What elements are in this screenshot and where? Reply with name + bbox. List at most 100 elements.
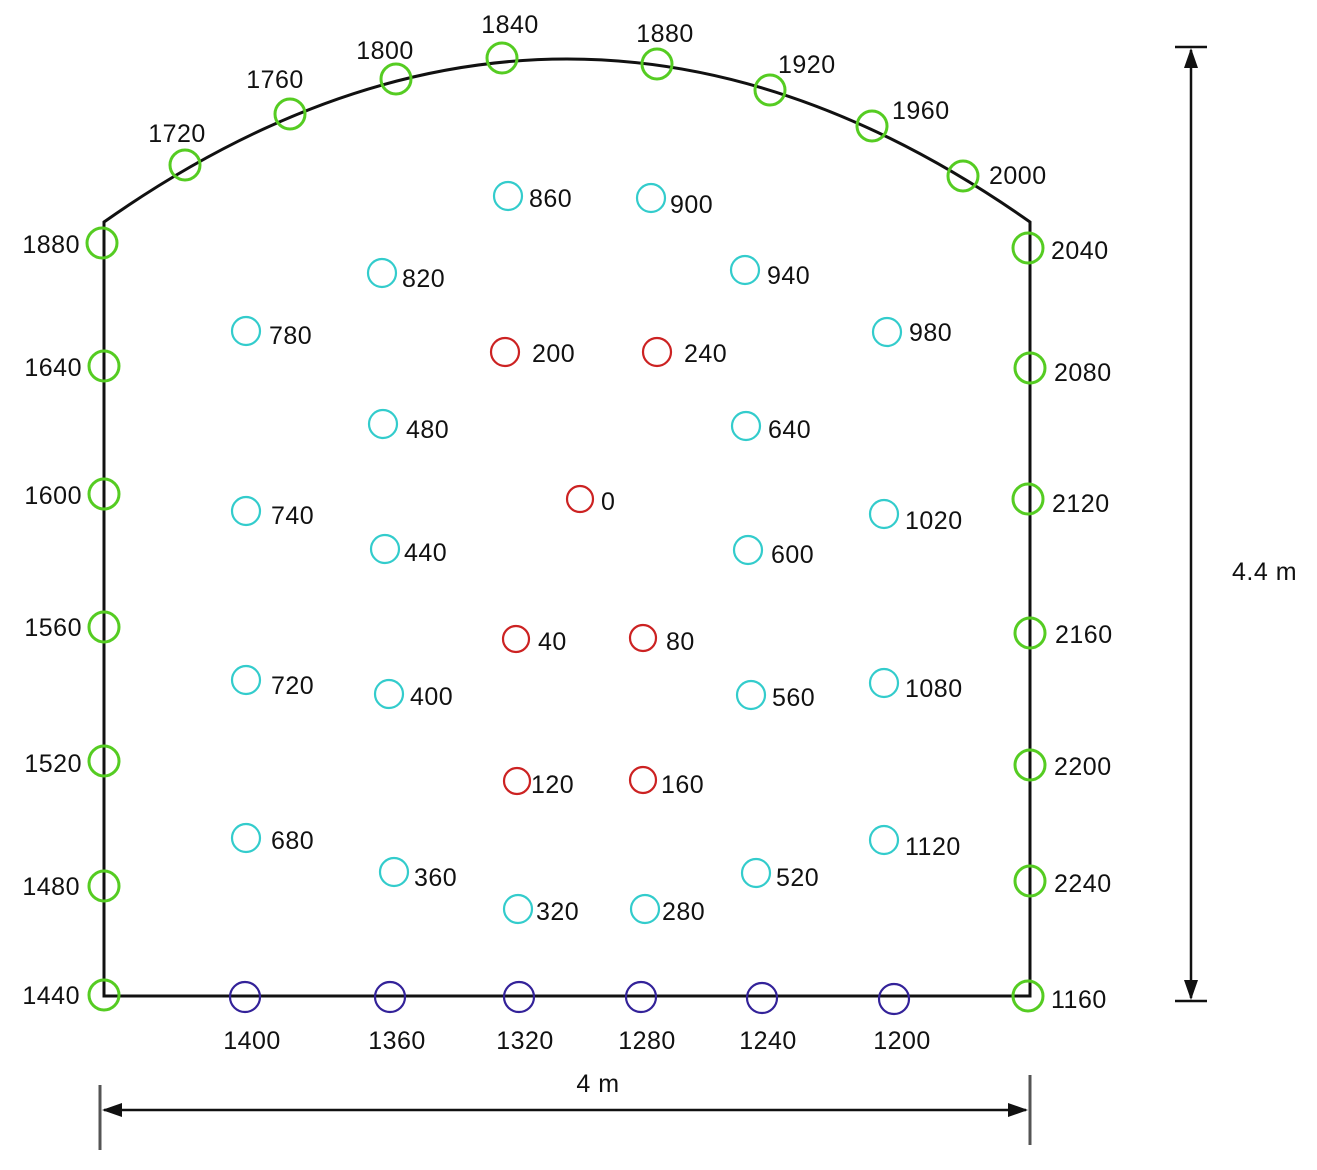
blast-hole-marker xyxy=(87,744,121,778)
blast-hole: 720 xyxy=(230,664,314,700)
blast-hole: 600 xyxy=(732,534,814,569)
blast-hole: 1880 xyxy=(636,20,693,81)
blast-hole-marker xyxy=(502,893,534,925)
blast-hole-marker xyxy=(868,824,900,856)
blast-hole-label: 280 xyxy=(662,898,705,926)
blast-hole-label: 2040 xyxy=(1051,237,1109,265)
blast-hole-marker xyxy=(1011,979,1045,1013)
floor-holes: 1200 1240 1280 1320 1360 1400 xyxy=(223,980,931,1055)
blast-hole: 1120 xyxy=(868,824,961,861)
blast-hole-label: 900 xyxy=(670,191,713,219)
blast-hole: 2040 xyxy=(1011,231,1109,265)
blast-hole: 400 xyxy=(373,678,453,711)
blast-hole: 1960 xyxy=(855,97,949,143)
blast-hole: 1020 xyxy=(868,498,962,535)
blast-hole: 1640 xyxy=(24,349,121,383)
blast-hole-marker xyxy=(379,62,413,96)
blast-hole-marker xyxy=(732,534,764,566)
blast-hole-marker xyxy=(168,148,202,182)
height-dimension-label: 4.4 m xyxy=(1232,558,1297,586)
blast-hole-label: 1480 xyxy=(22,873,80,901)
blast-hole-label: 1240 xyxy=(739,1027,797,1055)
blast-hole-label: 2120 xyxy=(1052,490,1110,518)
blast-hole-label: 120 xyxy=(531,771,574,799)
blast-hole-marker xyxy=(378,856,410,888)
blast-hole: 1160 xyxy=(1011,979,1107,1014)
blast-hole-marker xyxy=(946,159,980,193)
blast-hole: 1560 xyxy=(24,610,121,644)
blast-hole-label: 440 xyxy=(404,539,447,567)
blast-hole-label: 40 xyxy=(538,628,567,656)
blast-hole-marker xyxy=(230,315,262,347)
blast-hole-marker xyxy=(373,678,405,710)
blast-hole-label: 1120 xyxy=(905,833,961,861)
blast-hole-marker xyxy=(753,73,787,107)
blast-hole-label: 1640 xyxy=(24,354,82,382)
blast-hole-label: 1200 xyxy=(873,1027,931,1055)
blast-hole-marker xyxy=(228,980,262,1014)
blast-hole: 1800 xyxy=(356,37,413,96)
blast-hole: 560 xyxy=(735,679,815,712)
auxiliary-holes: 2803203604004404805205606006406807207407… xyxy=(230,180,963,926)
blast-hole: 520 xyxy=(740,857,819,892)
blast-hole-marker xyxy=(1013,616,1047,650)
blast-hole-label: 640 xyxy=(768,416,811,444)
blast-hole: 160 xyxy=(628,765,704,799)
blast-hole-label: 1160 xyxy=(1051,986,1107,1014)
blast-hole-label: 1440 xyxy=(22,982,80,1010)
width-dimension: 4 m xyxy=(98,1070,1032,1150)
blast-hole-label: 820 xyxy=(402,265,445,293)
height-dimension: 4.4 m xyxy=(1175,45,1297,1003)
blast-hole: 1600 xyxy=(24,477,121,511)
blast-hole: 820 xyxy=(366,257,445,293)
blast-hole-label: 240 xyxy=(684,340,727,368)
blast-hole: 1520 xyxy=(24,744,121,778)
blast-hole: 1920 xyxy=(753,51,836,107)
blast-hole-marker xyxy=(87,978,121,1012)
blast-hole-label: 720 xyxy=(271,672,314,700)
blast-hole-label: 2240 xyxy=(1054,870,1112,898)
width-dimension-label: 4 m xyxy=(576,1070,619,1098)
blast-hole-marker xyxy=(230,664,262,696)
blast-hole-label: 1760 xyxy=(246,66,304,94)
blast-hole-marker xyxy=(373,980,407,1014)
blast-hole: 1880 xyxy=(22,226,119,260)
blast-hole-marker xyxy=(730,410,762,442)
blast-hole: 860 xyxy=(492,180,572,213)
blast-hole-label: 860 xyxy=(529,185,572,213)
blast-hole: 1200 xyxy=(873,982,931,1055)
blast-hole: 2200 xyxy=(1013,748,1111,782)
blast-hole: 2240 xyxy=(1013,864,1112,898)
blast-hole-marker xyxy=(628,765,658,795)
blast-hole-marker xyxy=(87,477,121,511)
blast-hole-marker xyxy=(871,316,903,348)
blast-hole: 320 xyxy=(502,893,579,926)
blast-hole: 40 xyxy=(501,624,567,656)
blast-hole: 680 xyxy=(230,822,314,855)
blast-hole: 120 xyxy=(502,766,574,799)
blast-hole: 1320 xyxy=(496,980,554,1055)
blast-hole-marker xyxy=(628,623,658,653)
blast-hole: 480 xyxy=(367,408,449,444)
blast-hole-label: 1520 xyxy=(24,750,82,778)
blast-hole-marker xyxy=(1013,864,1047,898)
blast-hole-marker xyxy=(855,109,889,143)
width-arrow-left xyxy=(102,1103,122,1117)
blast-hole-label: 560 xyxy=(772,684,815,712)
blast-hole-marker xyxy=(745,981,779,1015)
blast-hole: 1480 xyxy=(22,869,121,903)
blast-hole-label: 780 xyxy=(269,322,312,350)
blast-hole-marker xyxy=(87,349,121,383)
blast-hole: 2080 xyxy=(1013,351,1112,387)
blast-hole-label: 1080 xyxy=(905,675,963,703)
blast-hole-marker xyxy=(565,484,595,514)
blast-hole: 240 xyxy=(641,336,727,368)
blast-hole-label: 1320 xyxy=(496,1027,554,1055)
blast-hole: 1400 xyxy=(223,980,281,1055)
blast-hole-label: 1920 xyxy=(778,51,836,79)
blast-hole-label: 1400 xyxy=(223,1027,281,1055)
blast-hole-label: 2080 xyxy=(1054,359,1112,387)
blast-hole-marker xyxy=(635,182,667,214)
blast-hole-label: 1880 xyxy=(22,231,80,259)
blast-hole-marker xyxy=(485,41,519,75)
